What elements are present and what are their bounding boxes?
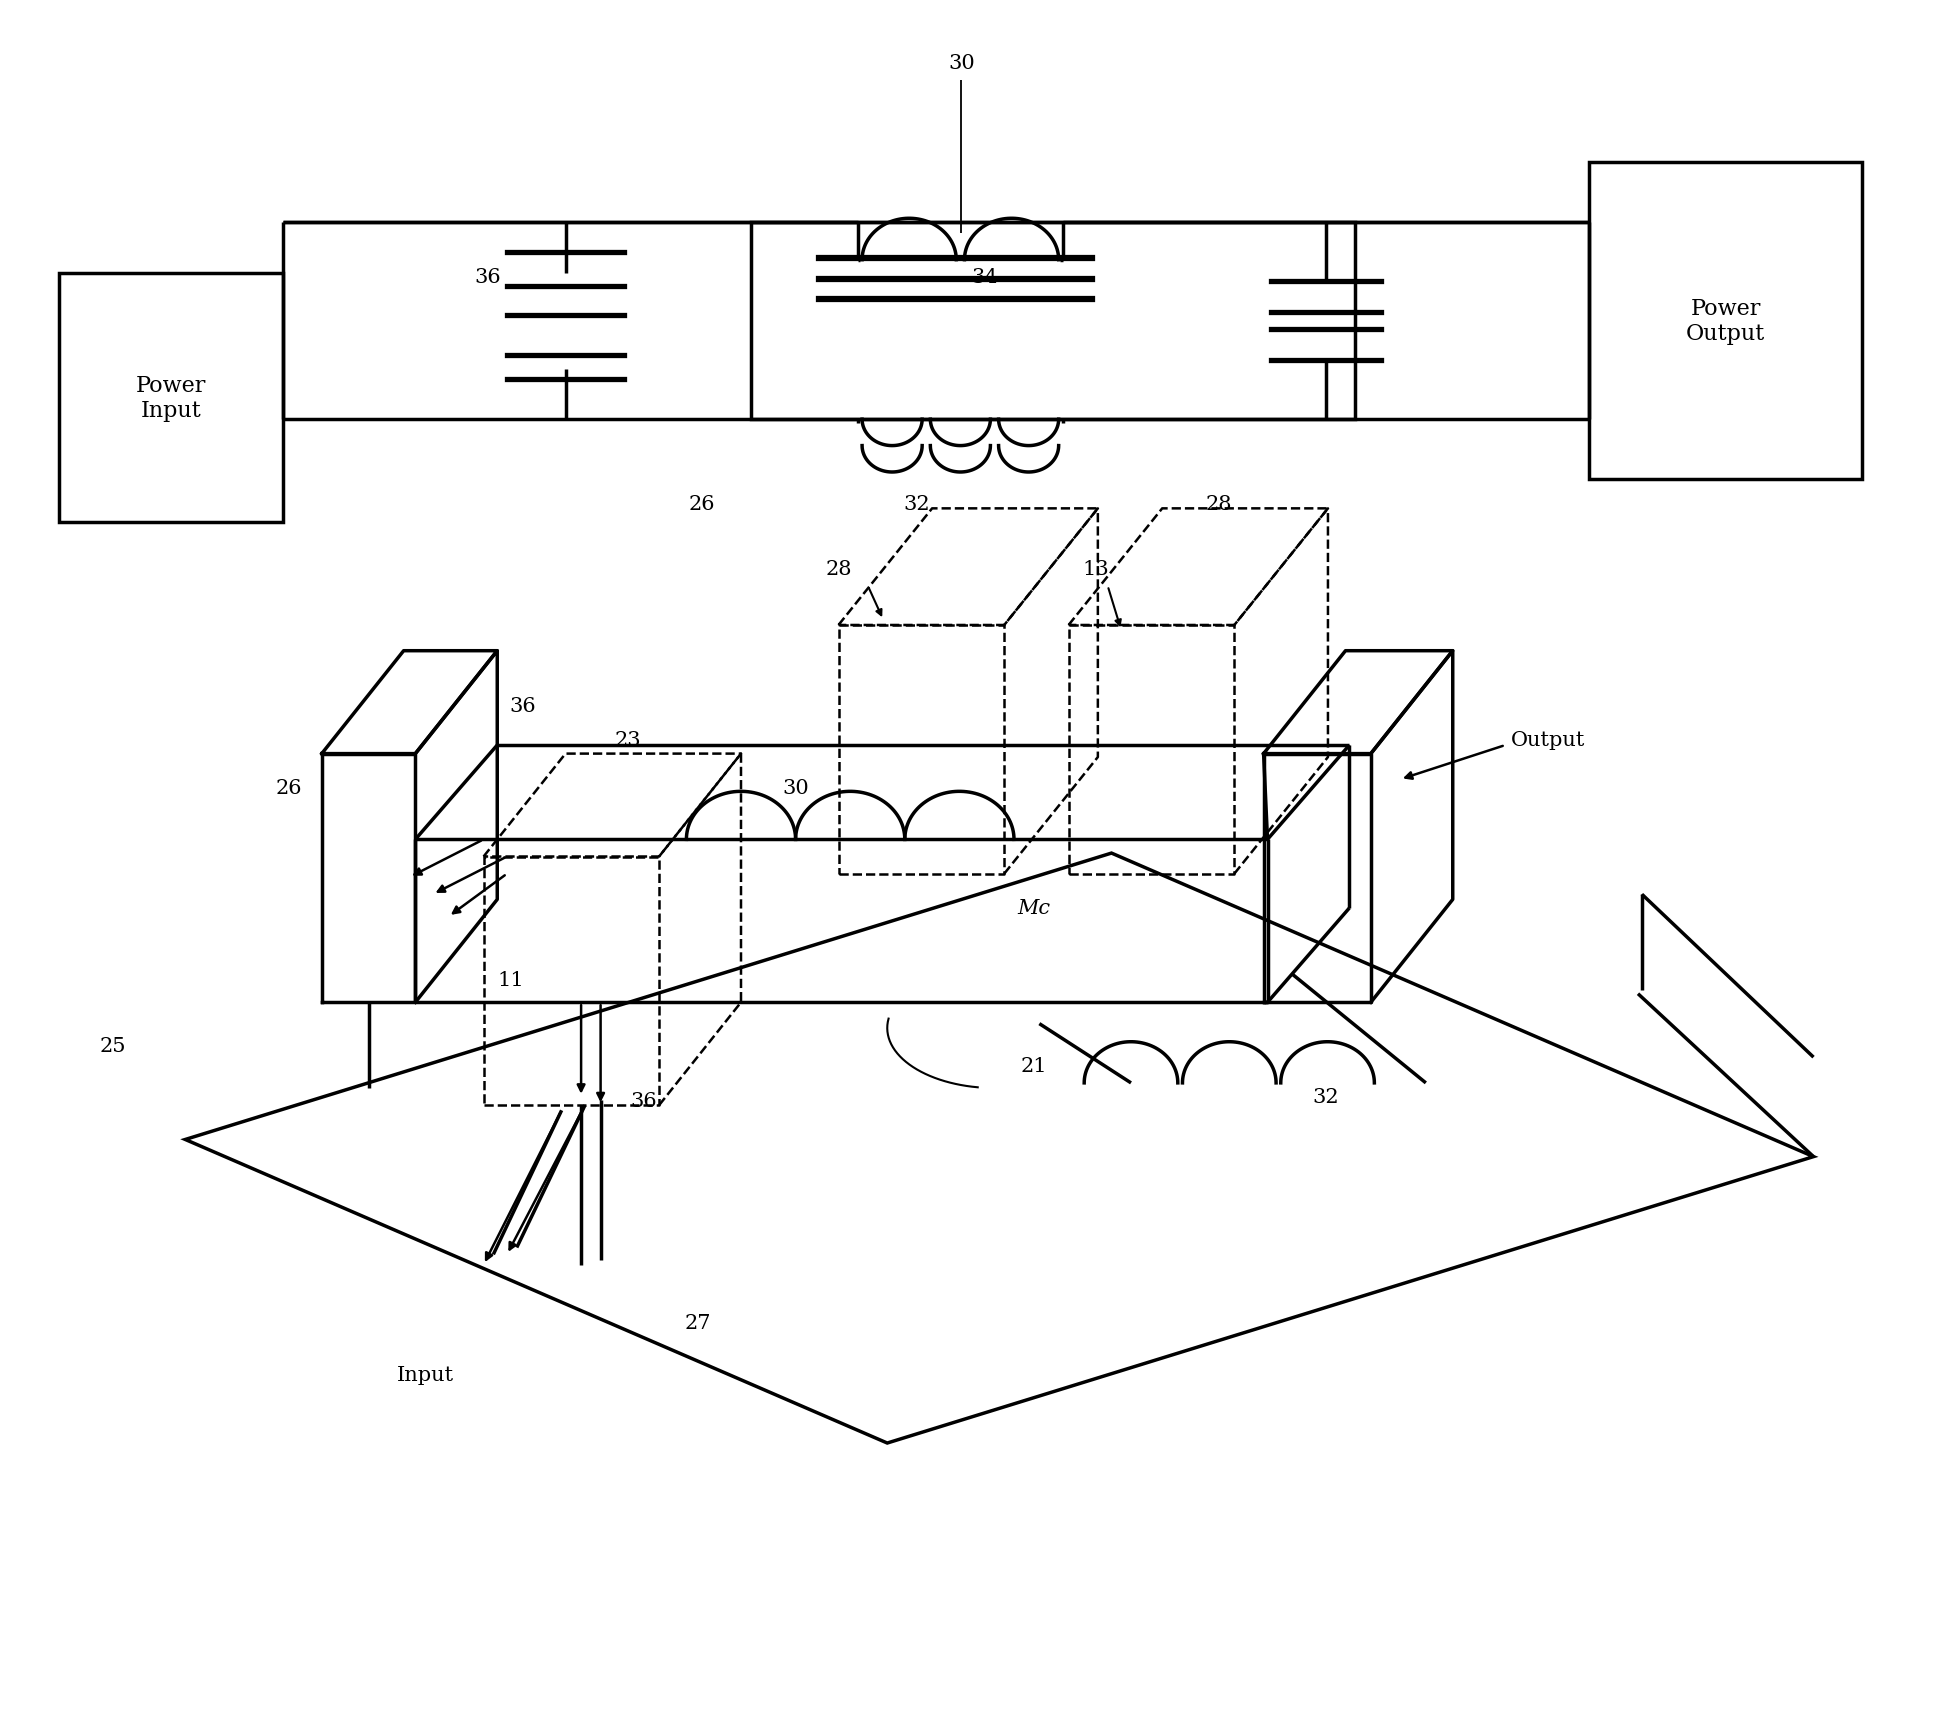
Text: 13: 13: [1082, 559, 1110, 579]
Text: 23: 23: [614, 730, 642, 751]
Text: 30: 30: [948, 53, 975, 74]
Text: 32: 32: [903, 494, 930, 514]
Text: 25: 25: [99, 1035, 127, 1056]
Text: 32: 32: [1312, 1087, 1340, 1107]
Text: 36: 36: [630, 1090, 657, 1111]
Text: 30: 30: [782, 778, 809, 799]
Text: 28: 28: [1205, 494, 1232, 514]
Text: 11: 11: [497, 970, 525, 991]
Text: 26: 26: [688, 494, 716, 514]
Bar: [58, 274, 283, 523]
Text: Power
Input: Power Input: [135, 375, 207, 422]
Text: Mc: Mc: [1018, 898, 1049, 919]
Bar: [751, 223, 1355, 420]
Text: Power
Output: Power Output: [1687, 298, 1765, 345]
Text: 36: 36: [509, 696, 536, 716]
Text: 21: 21: [1020, 1056, 1047, 1076]
Bar: [1589, 163, 1862, 480]
Text: 28: 28: [825, 559, 852, 579]
Polygon shape: [185, 854, 1814, 1443]
Text: Input: Input: [396, 1364, 454, 1385]
Text: 27: 27: [684, 1313, 712, 1333]
Text: 26: 26: [275, 778, 302, 799]
Text: Output: Output: [1511, 730, 1585, 751]
Text: 34: 34: [971, 267, 998, 288]
Text: 36: 36: [474, 267, 501, 288]
